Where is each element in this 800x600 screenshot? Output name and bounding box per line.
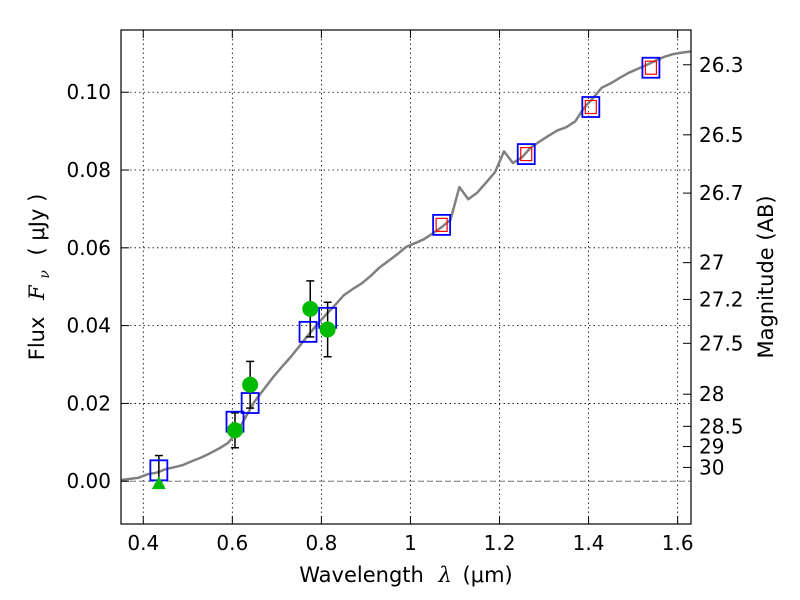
magnitude-tick-label: 26.5 xyxy=(699,123,744,147)
magnitude-tick-label: 27.5 xyxy=(699,331,744,355)
x-tick-label: 0.4 xyxy=(127,531,159,555)
y-tick-label: 0.00 xyxy=(66,469,111,493)
upper-limit-marker xyxy=(151,476,166,490)
y-tick-label: 0.08 xyxy=(66,158,111,182)
x-axis-title-text: Wavelength xyxy=(299,563,424,587)
x-tick-label: 1.4 xyxy=(573,531,605,555)
observed-photometry-marker xyxy=(242,376,259,393)
infrared-photometry-marker xyxy=(520,146,533,162)
plot-area xyxy=(121,30,691,524)
y-axis-title-symbol: F xyxy=(25,284,49,301)
observed-photometry-marker xyxy=(302,300,319,317)
magnitude-tick-label: 28.5 xyxy=(699,414,744,438)
x-tick-label: 0.6 xyxy=(216,531,248,555)
magnitude-tick-label: 29 xyxy=(699,435,724,459)
right-axis-title: Magnitude (AB) xyxy=(754,195,778,358)
y-tick-label: 0.04 xyxy=(66,314,111,338)
observed-photometry-marker xyxy=(319,321,336,338)
sed-model-curve xyxy=(120,50,692,482)
plot-frame xyxy=(120,29,692,525)
model-photometry-marker xyxy=(240,392,260,414)
y-tick-label: 0.02 xyxy=(66,391,111,415)
x-axis-title: Wavelength λ (μm) xyxy=(299,563,512,587)
magnitude-tick-label: 27 xyxy=(699,251,724,275)
infrared-photometry-marker xyxy=(644,60,658,75)
y-axis-title-subscript: ν xyxy=(37,270,53,279)
x-axis-title-symbol: λ xyxy=(438,563,452,587)
y-axis-title: Flux F ν ( μJy ) xyxy=(25,194,54,361)
data-markers xyxy=(149,56,661,490)
y-tick-label: 0.06 xyxy=(66,236,111,260)
magnitude-tick-label: 28 xyxy=(699,382,724,406)
magnitude-tick-label: 26.3 xyxy=(699,53,744,77)
y-axis-title-unit: ( μJy ) xyxy=(25,194,49,256)
observed-photometry-marker xyxy=(227,422,243,439)
axis-ticks: 0.4 0.6 0.8 1 1.2 1.4 1.6 0.00 0.02 0.04 0.06 0.08 0… xyxy=(66,30,744,555)
infrared-photometry-marker xyxy=(435,217,448,232)
magnitude-tick-label: 30 xyxy=(699,455,724,479)
y-axis-title-text: Flux xyxy=(25,317,49,361)
x-tick-label: 1.2 xyxy=(484,531,516,555)
x-axis-title-unit: (μm) xyxy=(463,563,513,587)
x-tick-label: 0.8 xyxy=(305,531,337,555)
x-tick-label: 1 xyxy=(404,531,417,555)
infrared-photometry-marker xyxy=(584,99,597,115)
model-photometry-marker xyxy=(641,56,661,79)
magnitude-tick-label: 26.7 xyxy=(699,181,744,205)
y-tick-label: 0.10 xyxy=(66,80,111,104)
model-photometry-marker xyxy=(298,320,318,343)
model-photometry-marker xyxy=(432,213,452,236)
model-photometry-marker xyxy=(581,96,601,118)
model-photometry-marker xyxy=(516,143,536,165)
magnitude-tick-label: 27.2 xyxy=(699,287,744,311)
x-tick-label: 1.6 xyxy=(662,531,694,555)
